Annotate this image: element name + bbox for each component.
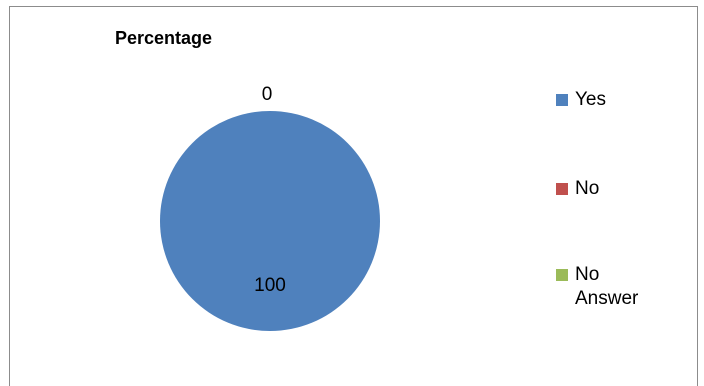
pie-data-labels: 100 0: [254, 84, 286, 296]
legend-label-no-answer: No Answer: [575, 264, 639, 309]
legend-label-yes: Yes: [575, 89, 606, 110]
pie-slice-yes: [160, 111, 380, 331]
legend-swatch-no: [556, 183, 568, 195]
legend-label-no: No: [575, 178, 600, 199]
legend-item-no: No: [556, 177, 665, 201]
data-label-no: 0: [262, 84, 273, 105]
pie-slices: [160, 111, 380, 331]
chart-title: Percentage: [115, 28, 213, 48]
data-label-yes: 100: [254, 275, 286, 296]
legend-item-yes: Yes: [556, 88, 665, 112]
legend-item-no-answer: No Answer: [556, 263, 665, 311]
legend-swatch-yes: [556, 94, 568, 106]
legend-swatch-no-answer: [556, 269, 568, 281]
